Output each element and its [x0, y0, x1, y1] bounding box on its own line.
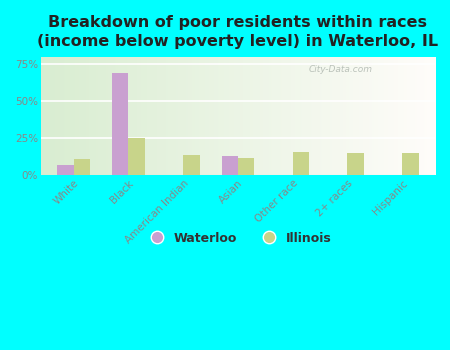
Bar: [221, 156, 238, 175]
Title: Breakdown of poor residents within races
(income below poverty level) in Waterlo: Breakdown of poor residents within races…: [37, 15, 438, 49]
Bar: [112, 73, 129, 175]
Legend: Waterloo, Illinois: Waterloo, Illinois: [139, 227, 337, 250]
Bar: [183, 155, 200, 175]
Text: City-Data.com: City-Data.com: [309, 65, 373, 74]
Bar: [74, 159, 90, 175]
Bar: [402, 153, 418, 175]
Bar: [292, 152, 309, 175]
Bar: [347, 153, 364, 175]
Bar: [57, 165, 74, 175]
Bar: [238, 158, 254, 175]
Bar: [129, 138, 145, 175]
